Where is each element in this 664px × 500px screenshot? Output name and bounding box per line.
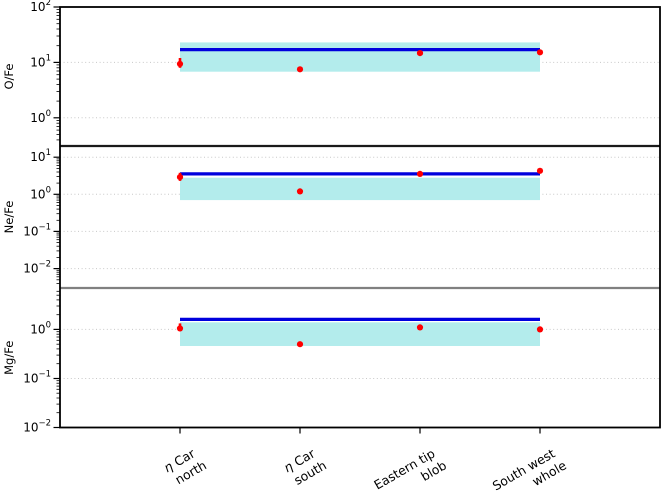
x-tick-label: η Carnorth: [161, 444, 209, 490]
data-point: [176, 60, 184, 67]
y-tick-label: 10−2: [23, 419, 51, 435]
data-point: [176, 174, 184, 181]
reference-band: [180, 177, 540, 201]
y-tick-label: 100: [30, 109, 51, 125]
plot-frame: [59, 6, 661, 429]
data-point: [416, 324, 424, 331]
y-tick-label: 101: [30, 148, 51, 164]
data-point: [536, 167, 544, 174]
data-point: [296, 341, 304, 348]
x-tick-label: South westwhole: [490, 443, 570, 496]
data-point: [416, 50, 424, 57]
data-point: [536, 49, 544, 56]
reference-band: [180, 42, 540, 72]
reference-band: [180, 322, 540, 346]
data-point: [296, 188, 304, 195]
x-tick-label: η Carsouth: [281, 444, 329, 490]
data-point: [536, 326, 544, 333]
y-tick-label: 102: [30, 0, 51, 14]
y-tick-label: 100: [30, 320, 51, 336]
y-tick-label: 100: [30, 185, 51, 201]
y-tick-label: 10−2: [23, 260, 51, 276]
data-point: [416, 170, 424, 177]
y-tick-label: 10−1: [23, 370, 51, 386]
data-point: [296, 66, 304, 73]
y-axis-label: Ne/Fe: [2, 201, 16, 234]
y-tick-label: 10−1: [23, 222, 51, 238]
y-axis-label: Mg/Fe: [2, 341, 16, 375]
y-axis-label: O/Fe: [2, 64, 16, 90]
data-point: [176, 325, 184, 332]
y-tick-label: 101: [30, 53, 51, 69]
x-tick-label: Eastern tipblob: [371, 444, 449, 496]
